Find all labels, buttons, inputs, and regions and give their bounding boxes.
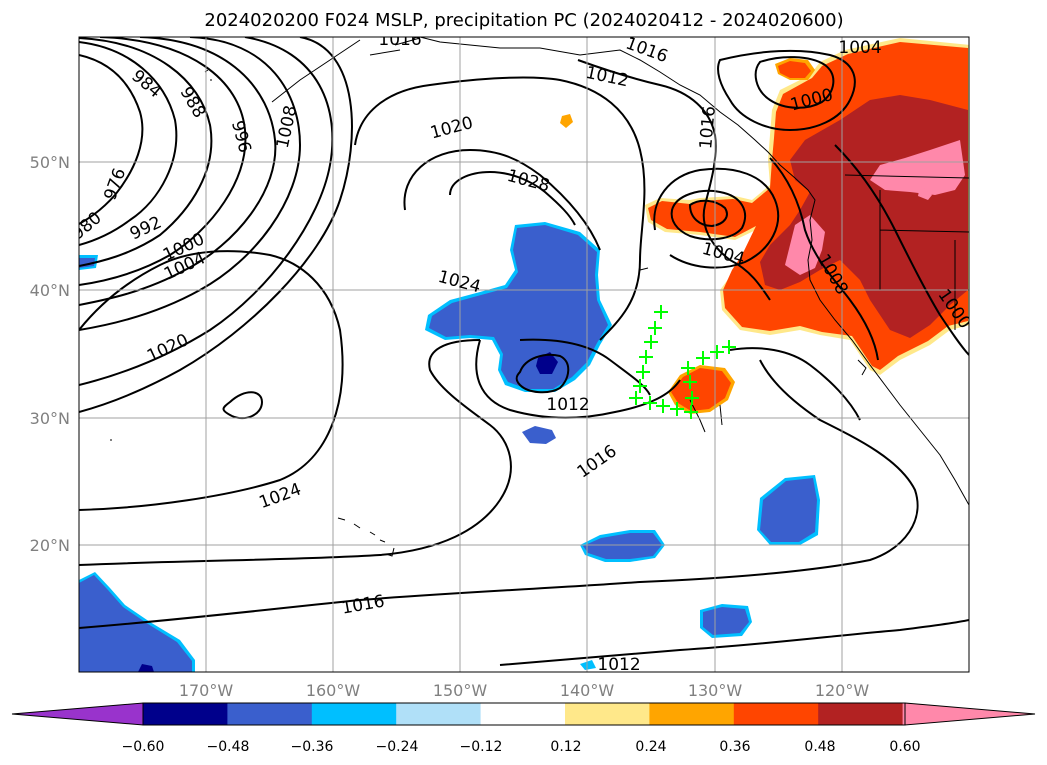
cross-marker (636, 365, 650, 379)
graticule (79, 37, 969, 672)
colorbar-tick-label: 0.48 (804, 739, 835, 755)
colorbar-ticks: −0.60 −0.48 −0.36 −0.24 −0.12 0.12 0.24 0.36 0.4… (122, 739, 921, 755)
cross-marker (633, 379, 647, 393)
lon-tick-label: 130°W (688, 681, 743, 700)
lon-tick-label: 160°W (306, 681, 361, 700)
colorbar-extend-high (904, 702, 1036, 726)
lon-tick-label: 150°W (433, 681, 488, 700)
isobars (79, 37, 969, 666)
latitude-ticks: 50°N 40°N 30°N 20°N (30, 153, 70, 555)
coastlines (110, 37, 969, 660)
positive-precip-region-subtropics (560, 58, 815, 414)
lon-tick-label: 120°W (815, 681, 870, 700)
colorbar-segment (480, 703, 566, 725)
cross-marker (722, 340, 736, 354)
colorbar-segment (143, 703, 228, 725)
colorbar-tick-label: −0.12 (460, 739, 503, 755)
cross-marker (683, 375, 697, 389)
colorbar-segment (565, 703, 650, 725)
isobar-label: 1012 (546, 395, 589, 415)
cross-marker (648, 321, 662, 335)
colorbar-tick-label: 0.24 (635, 739, 666, 755)
cross-marker (629, 391, 643, 405)
colorbar-tick-label: −0.60 (122, 739, 165, 755)
cross-marker (710, 345, 724, 359)
colorbar-segment (227, 703, 313, 725)
lon-tick-label: 140°W (560, 681, 615, 700)
cross-marker (696, 351, 710, 365)
lat-tick-label: 40°N (30, 281, 70, 300)
lat-tick-label: 50°N (30, 153, 70, 172)
colorbar-extend-low (11, 702, 144, 726)
map-area: 984 988 996 1008 976 980 992 1000 1004 1… (79, 30, 969, 675)
colorbar-segment (396, 703, 482, 725)
colorbar-tick-label: 0.12 (550, 739, 581, 755)
isobar-label: 1012 (597, 655, 640, 675)
cross-marker (643, 396, 657, 410)
colorbar-tick-label: −0.24 (376, 739, 419, 755)
isobar-label: 1016 (378, 30, 421, 50)
cross-marker (684, 405, 698, 419)
longitude-ticks: 170°W 160°W 150°W 140°W 130°W 120°W (179, 681, 870, 700)
colorbar-segment (902, 703, 905, 725)
colorbar-outline (142, 702, 906, 726)
map-title: 2024020200 F024 MSLP, precipitation PC (… (204, 10, 843, 31)
isobar-label: 1004 (838, 38, 881, 58)
cross-marker (654, 305, 668, 319)
cross-marker (670, 402, 684, 416)
cross-marker (639, 350, 653, 364)
colorbar-segment (818, 703, 904, 725)
colorbar-tick-label: 0.60 (889, 739, 920, 755)
track-markers (629, 305, 736, 419)
colorbar-segment (733, 703, 819, 725)
negative-precip-region-central (425, 222, 612, 444)
lat-tick-label: 30°N (30, 409, 70, 428)
cross-marker (685, 391, 699, 405)
colorbar-segment (649, 703, 735, 725)
positive-precip-region-west-coast (645, 38, 969, 375)
colorbar (11, 702, 1036, 726)
colorbar-tick-label: −0.48 (207, 739, 250, 755)
lon-tick-label: 170°W (179, 681, 234, 700)
colorbar-tick-label: −0.36 (291, 739, 334, 755)
cross-marker (681, 361, 695, 375)
colorbar-tick-label: 0.36 (719, 739, 750, 755)
map-frame (78, 36, 970, 673)
colorbar-segment (311, 703, 397, 725)
cross-marker (644, 335, 658, 349)
cross-marker (656, 399, 670, 413)
lat-tick-label: 20°N (30, 536, 70, 555)
isobar-label: 1016 (696, 105, 720, 150)
